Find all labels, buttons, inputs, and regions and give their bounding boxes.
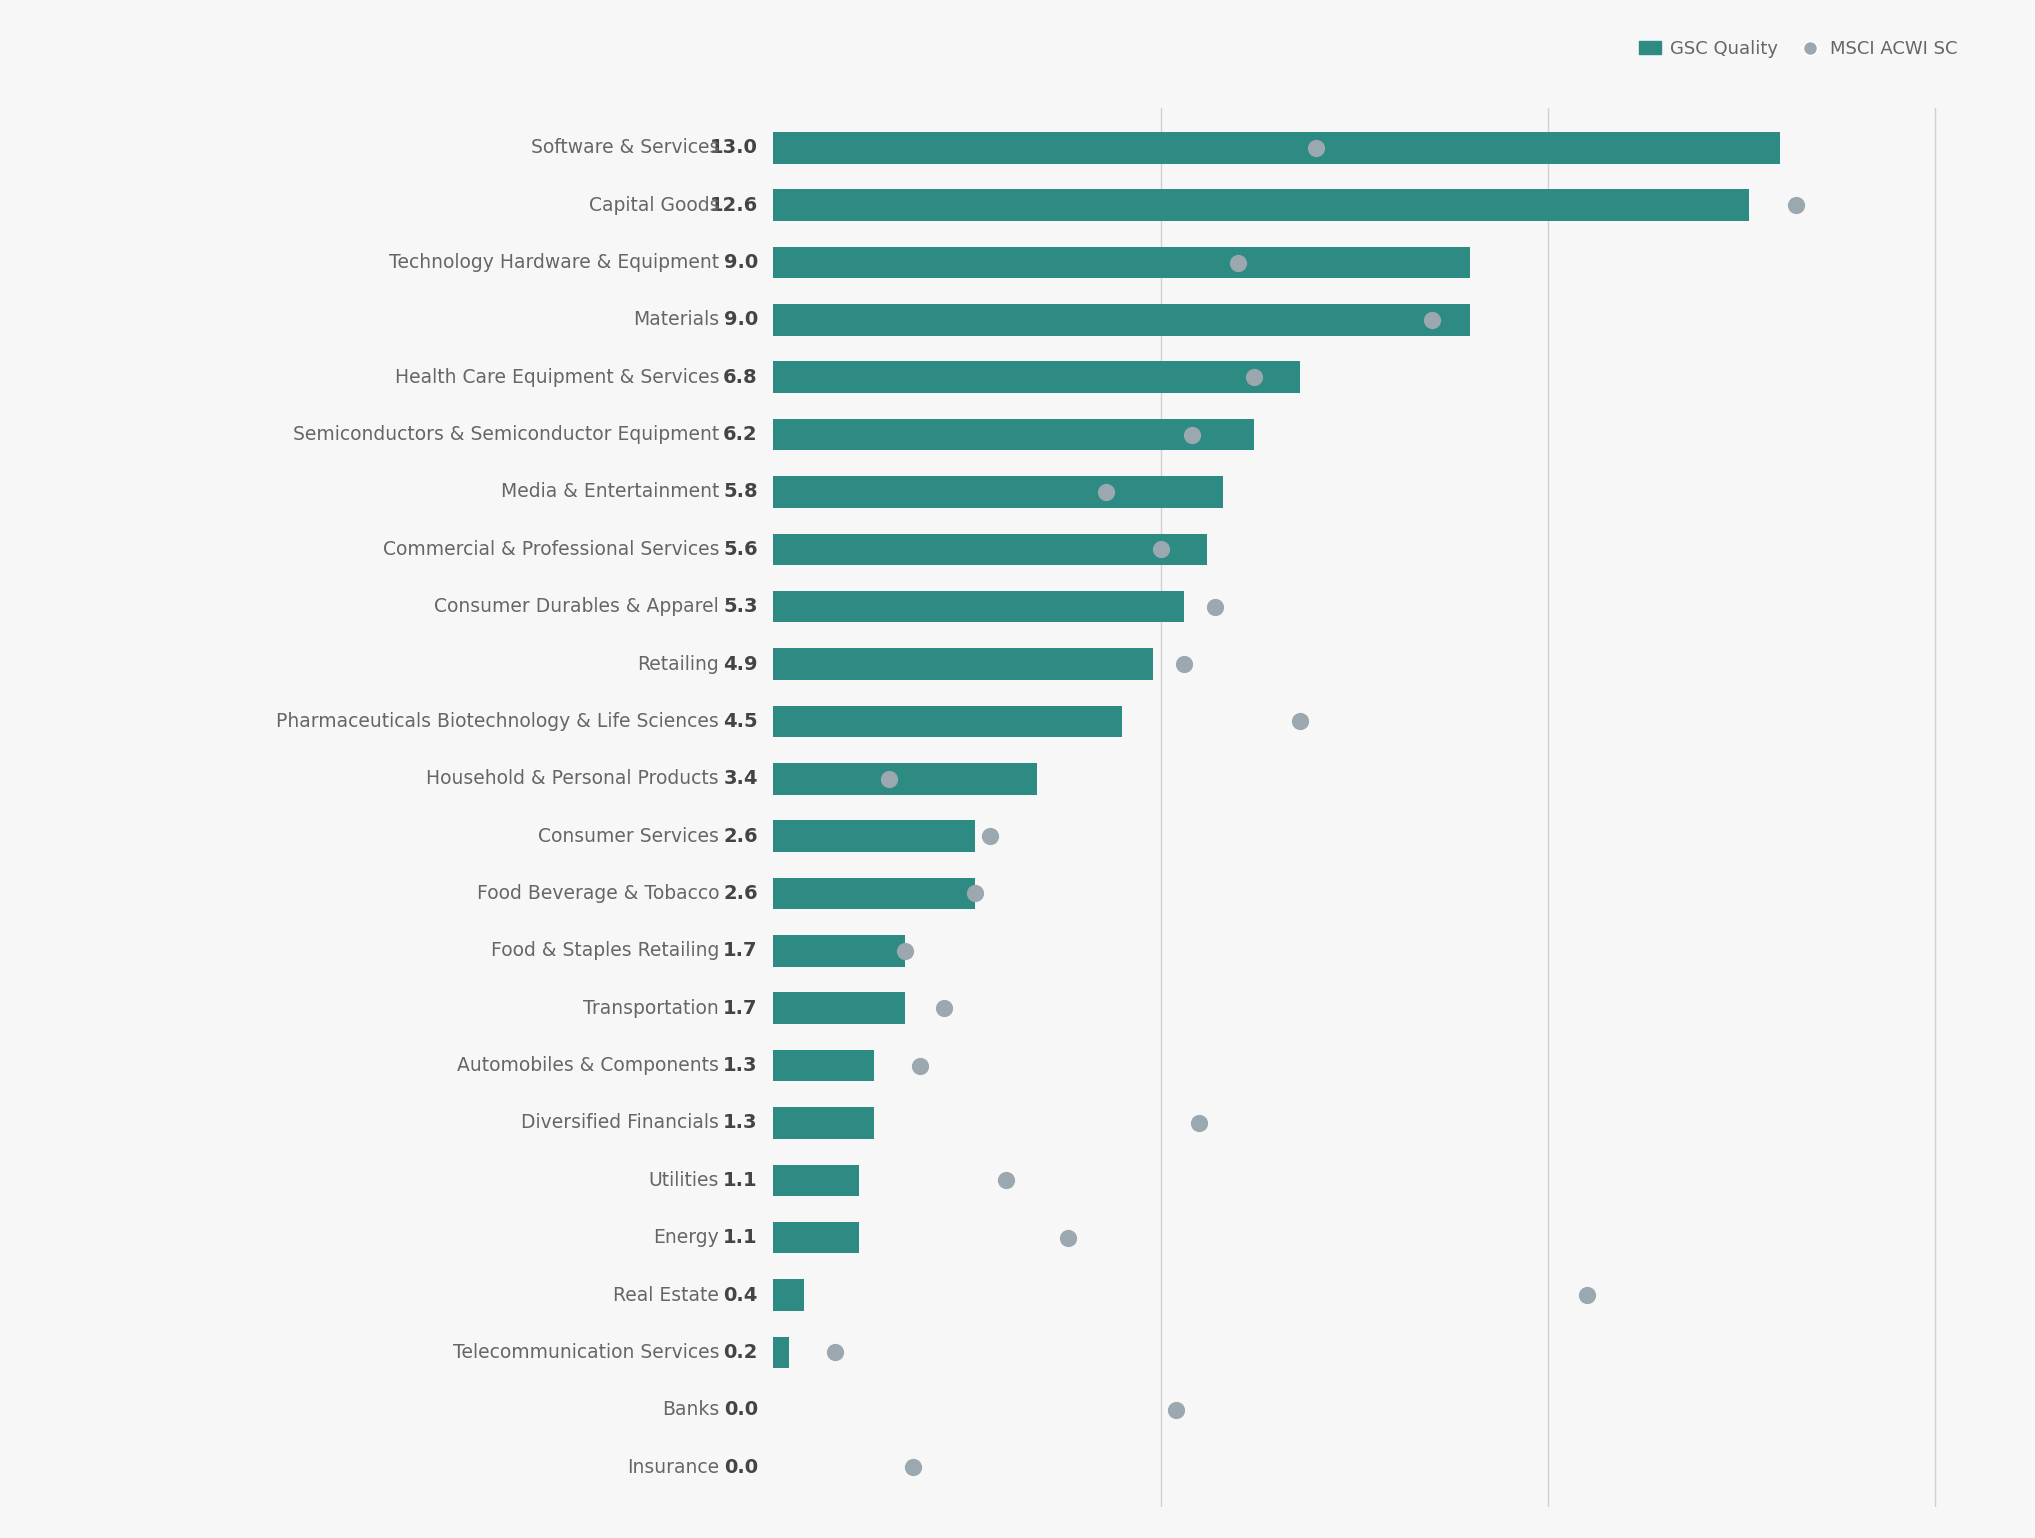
Point: [1416, 308, 1449, 332]
Text: Transportation: Transportation: [584, 998, 718, 1018]
Text: 6.2: 6.2: [722, 424, 757, 444]
Bar: [773, 1164, 859, 1197]
Text: 5.8: 5.8: [722, 483, 757, 501]
Bar: [773, 1337, 790, 1369]
Point: [928, 997, 961, 1021]
Text: Technology Hardware & Equipment: Technology Hardware & Equipment: [389, 254, 718, 272]
Text: Media & Entertainment: Media & Entertainment: [501, 483, 718, 501]
Text: 1.3: 1.3: [722, 1057, 757, 1075]
Text: 1.3: 1.3: [722, 1114, 757, 1132]
Text: 4.9: 4.9: [722, 655, 757, 674]
Text: Telecommunication Services: Telecommunication Services: [452, 1343, 718, 1361]
Bar: [773, 1050, 873, 1081]
Text: Software & Services: Software & Services: [531, 138, 718, 157]
Text: Materials: Materials: [633, 311, 718, 329]
Text: 0.2: 0.2: [722, 1343, 757, 1361]
Text: Real Estate: Real Estate: [613, 1286, 718, 1304]
Text: 5.6: 5.6: [722, 540, 757, 558]
Point: [897, 1455, 930, 1480]
Bar: [773, 706, 1121, 737]
Point: [889, 938, 922, 963]
Text: 2.6: 2.6: [722, 826, 757, 846]
Text: 0.0: 0.0: [724, 1400, 757, 1420]
Text: 5.3: 5.3: [722, 597, 757, 617]
Point: [873, 766, 906, 791]
Text: 12.6: 12.6: [710, 195, 757, 215]
Text: Diversified Financials: Diversified Financials: [521, 1114, 718, 1132]
Point: [1779, 192, 1811, 217]
Text: Consumer Durables & Apparel: Consumer Durables & Apparel: [433, 597, 718, 617]
Point: [904, 1054, 936, 1078]
Text: 13.0: 13.0: [710, 138, 757, 157]
Bar: [773, 935, 906, 966]
Text: 1.1: 1.1: [722, 1229, 757, 1247]
Bar: [773, 1280, 804, 1310]
Text: Insurance: Insurance: [627, 1458, 718, 1476]
Text: 0.4: 0.4: [722, 1286, 757, 1304]
Text: Utilities: Utilities: [649, 1170, 718, 1190]
Point: [1144, 537, 1176, 561]
Text: 4.5: 4.5: [722, 712, 757, 731]
Bar: [773, 1221, 859, 1253]
Text: Health Care Equipment & Services: Health Care Equipment & Services: [395, 368, 718, 386]
Bar: [773, 189, 1750, 221]
Text: Automobiles & Components: Automobiles & Components: [458, 1057, 718, 1075]
Text: 3.4: 3.4: [722, 769, 757, 789]
Text: 9.0: 9.0: [724, 254, 757, 272]
Text: Capital Goods: Capital Goods: [588, 195, 718, 215]
Bar: [773, 878, 975, 909]
Point: [1199, 594, 1231, 618]
Text: Commercial & Professional Services: Commercial & Professional Services: [383, 540, 718, 558]
Bar: [773, 591, 1184, 623]
Point: [975, 824, 1007, 849]
Text: 0.0: 0.0: [724, 1458, 757, 1476]
Text: 6.8: 6.8: [722, 368, 757, 386]
Point: [989, 1167, 1022, 1192]
Point: [1284, 709, 1317, 734]
Point: [1160, 1398, 1193, 1423]
Point: [1298, 135, 1331, 160]
Point: [1221, 251, 1254, 275]
Text: Consumer Services: Consumer Services: [537, 826, 718, 846]
Bar: [773, 820, 975, 852]
Bar: [773, 477, 1223, 508]
Text: Retailing: Retailing: [637, 655, 718, 674]
Point: [1168, 652, 1201, 677]
Text: 9.0: 9.0: [724, 311, 757, 329]
Legend: GSC Quality, MSCI ACWI SC: GSC Quality, MSCI ACWI SC: [1632, 32, 1966, 65]
Bar: [773, 132, 1781, 163]
Text: Food Beverage & Tobacco: Food Beverage & Tobacco: [476, 884, 718, 903]
Bar: [773, 763, 1036, 795]
Point: [1091, 480, 1123, 504]
Text: 2.6: 2.6: [722, 884, 757, 903]
Text: Household & Personal Products: Household & Personal Products: [427, 769, 718, 789]
Bar: [773, 534, 1207, 564]
Bar: [773, 992, 906, 1024]
Bar: [773, 418, 1254, 451]
Bar: [773, 649, 1154, 680]
Bar: [773, 305, 1471, 335]
Text: 1.7: 1.7: [722, 998, 757, 1018]
Point: [1176, 423, 1209, 448]
Bar: [773, 361, 1300, 394]
Bar: [773, 1107, 873, 1138]
Point: [1182, 1110, 1215, 1135]
Point: [1052, 1226, 1085, 1250]
Point: [1237, 365, 1270, 389]
Point: [818, 1340, 851, 1364]
Text: Pharmaceuticals Biotechnology & Life Sciences: Pharmaceuticals Biotechnology & Life Sci…: [277, 712, 718, 731]
Text: Banks: Banks: [661, 1400, 718, 1420]
Text: Semiconductors & Semiconductor Equipment: Semiconductors & Semiconductor Equipment: [293, 424, 718, 444]
Text: Food & Staples Retailing: Food & Staples Retailing: [490, 941, 718, 960]
Text: 1.7: 1.7: [722, 941, 757, 960]
Point: [1571, 1283, 1604, 1307]
Text: Energy: Energy: [653, 1229, 718, 1247]
Text: 1.1: 1.1: [722, 1170, 757, 1190]
Point: [958, 881, 991, 906]
Bar: [773, 246, 1471, 278]
